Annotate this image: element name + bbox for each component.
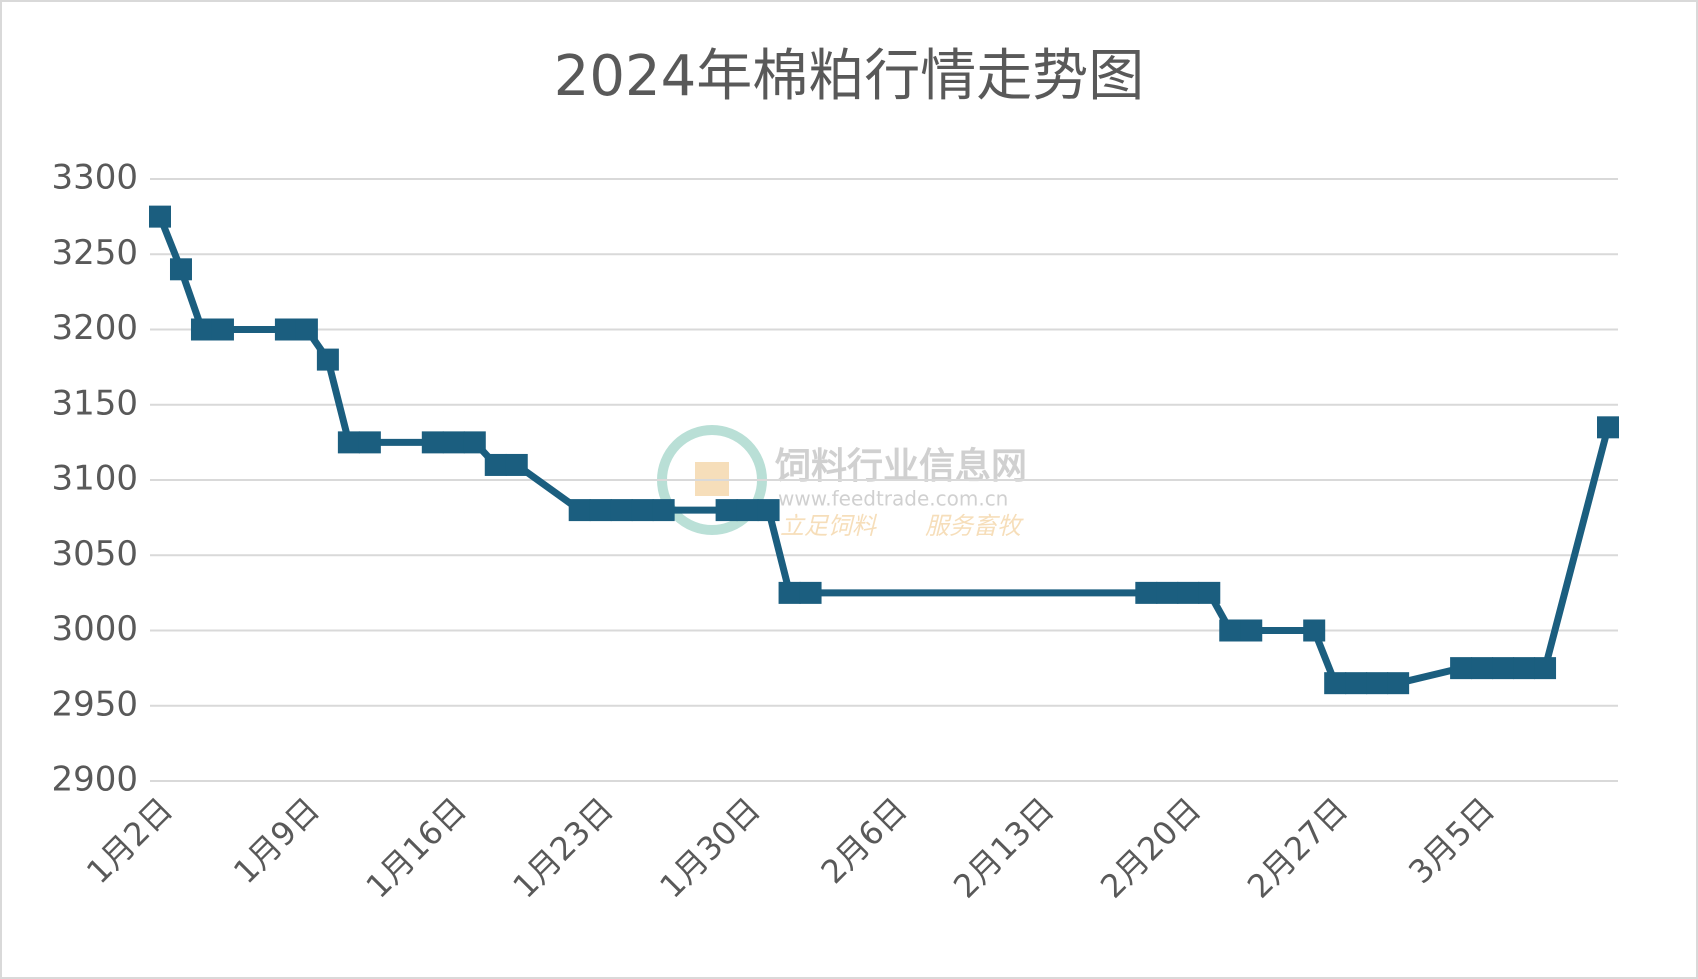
data-point (1387, 672, 1410, 695)
data-point (568, 499, 591, 522)
data-point (1471, 657, 1494, 680)
y-tick-label: 2900 (51, 760, 138, 800)
watermark-url: www.feedtrade.com.cn (778, 487, 1008, 511)
data-point (1534, 657, 1557, 680)
data-point (736, 499, 759, 522)
data-point (799, 581, 822, 604)
data-point (1450, 657, 1473, 680)
data-point (589, 499, 612, 522)
data-point (1492, 657, 1515, 680)
data-point (1345, 672, 1368, 695)
chart-title: 2024年棉粕行情走势图 (554, 44, 1145, 109)
data-point (190, 318, 213, 341)
y-tick-label: 3000 (51, 609, 138, 649)
watermark-slogan: 服务畜牧 (925, 512, 1024, 540)
data-point (715, 499, 738, 522)
data-point (211, 318, 234, 341)
data-point (1177, 581, 1200, 604)
data-point (337, 431, 360, 454)
data-point (149, 205, 171, 228)
watermark: 饲料行业信息网 www.feedtrade.com.cn 立足饲料 服务畜牧 (657, 425, 1027, 540)
data-point (631, 499, 654, 522)
y-tick-label: 3250 (51, 233, 138, 273)
data-point (316, 348, 339, 371)
data-point (463, 431, 486, 454)
data-point (1597, 416, 1619, 439)
data-point (1303, 619, 1326, 642)
data-point (1198, 581, 1221, 604)
data-point (1135, 581, 1158, 604)
data-point (442, 431, 465, 454)
data-point (505, 453, 528, 476)
y-tick-label: 2950 (51, 684, 138, 724)
data-point (1219, 619, 1242, 642)
data-point (757, 499, 780, 522)
data-point (1156, 581, 1179, 604)
y-tick-label: 3050 (51, 534, 138, 574)
data-point (274, 318, 297, 341)
data-point (1366, 672, 1389, 695)
watermark-slogan: 立足饲料 (780, 512, 878, 540)
data-point (484, 453, 507, 476)
data-point (778, 581, 801, 604)
data-point (652, 499, 675, 522)
y-tick-label: 3150 (51, 383, 138, 423)
data-point (610, 499, 633, 522)
data-point (1513, 657, 1536, 680)
data-point (421, 431, 444, 454)
data-point (1240, 619, 1263, 642)
y-tick-label: 3100 (51, 459, 138, 499)
data-point (358, 431, 381, 454)
data-point (1324, 672, 1347, 695)
y-tick-label: 3200 (51, 308, 138, 348)
data-point (169, 258, 192, 281)
data-point (295, 318, 318, 341)
y-tick-label: 3300 (51, 158, 138, 198)
